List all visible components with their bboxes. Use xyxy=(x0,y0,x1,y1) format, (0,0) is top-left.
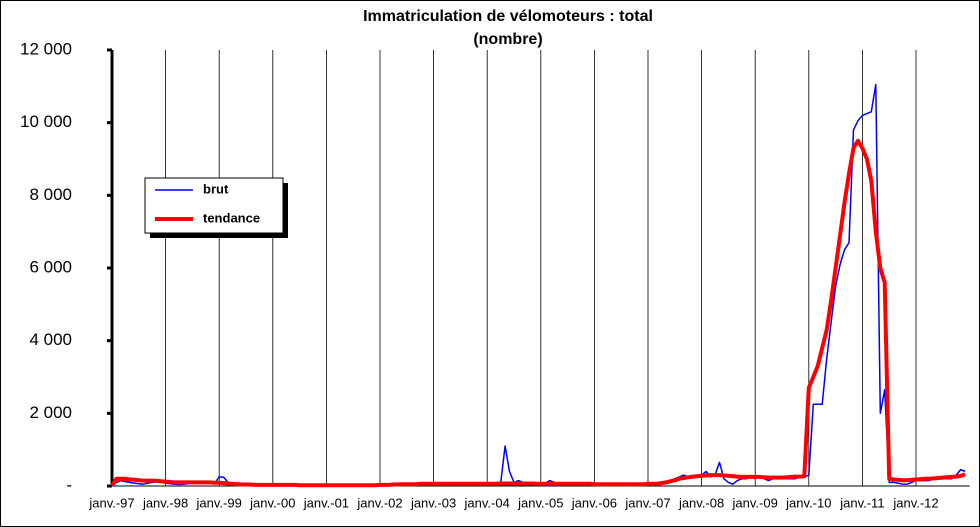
x-tick-label: janv.-97 xyxy=(88,495,134,510)
x-tick-label: janv.-06 xyxy=(571,495,617,510)
x-tick-label: janv.-03 xyxy=(410,495,456,510)
x-tick-label: janv.-05 xyxy=(517,495,563,510)
y-tick-label: - xyxy=(66,475,72,494)
legend-label: tendance xyxy=(203,210,260,225)
x-tick-label: janv.-11 xyxy=(839,495,884,510)
x-tick-label: janv.-08 xyxy=(678,495,724,510)
y-tick-label: 2 000 xyxy=(29,403,72,422)
x-tick-label: janv.-10 xyxy=(785,495,831,510)
x-tick-label: janv.-99 xyxy=(196,495,242,510)
series-line xyxy=(110,138,966,488)
y-tick-label: 10 000 xyxy=(20,112,72,131)
y-tick-label: 8 000 xyxy=(29,185,72,204)
legend: brut tendance xyxy=(144,177,288,238)
y-tick-label: 6 000 xyxy=(29,257,72,276)
legend-box xyxy=(144,177,284,234)
x-tick-label: janv.-01 xyxy=(303,495,349,510)
y-tick-label: 12 000 xyxy=(20,39,72,58)
chart-subtitle: (nombre) xyxy=(473,31,542,48)
x-tick-label: janv.-07 xyxy=(624,495,670,510)
x-tick-label: janv.-04 xyxy=(464,495,510,510)
x-tick-label: janv.-09 xyxy=(732,495,778,510)
y-tick-label: 4 000 xyxy=(29,330,72,349)
x-tick-label: janv.-02 xyxy=(356,495,402,510)
x-tick-label: janv.-12 xyxy=(892,495,938,510)
legend-label: brut xyxy=(203,181,229,196)
chart-title: Immatriculation de vélomoteurs : total xyxy=(363,8,653,25)
x-tick-label: janv.-98 xyxy=(142,495,188,510)
x-tick-label: janv.-00 xyxy=(249,495,295,510)
